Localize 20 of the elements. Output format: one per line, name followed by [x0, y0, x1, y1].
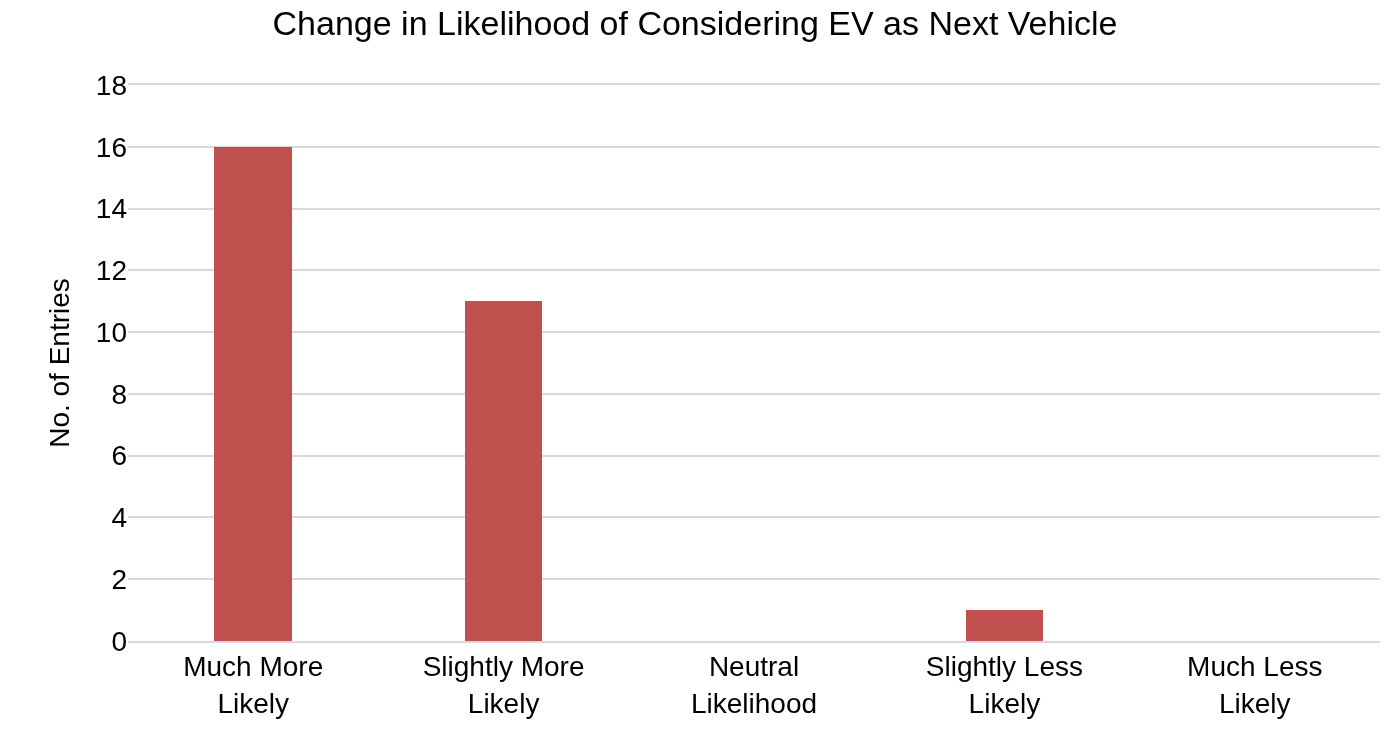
y-tick-label: 8	[111, 378, 127, 410]
x-tick-label: Much Less Likely	[1187, 651, 1323, 719]
y-tick-label: 14	[95, 193, 127, 225]
y-tick-label: 18	[95, 69, 127, 101]
y-tick-label: 10	[95, 316, 127, 348]
bar	[214, 147, 292, 641]
x-tick-label: Much More Likely	[183, 651, 324, 719]
x-tick-label: Slightly More Likely	[422, 651, 585, 719]
y-tick-label: 4	[111, 502, 127, 534]
y-tick-label: 16	[95, 131, 127, 163]
y-tick-label: 6	[111, 440, 127, 472]
y-tick-label: 12	[95, 255, 127, 287]
bar	[966, 610, 1043, 641]
x-tick-label: Slightly Less Likely	[925, 651, 1083, 719]
y-tick-label: 0	[111, 625, 127, 657]
y-tick-label: 2	[111, 564, 127, 596]
x-tick-label: Neutral Likelihood	[690, 651, 818, 719]
chart-title: Change in Likelihood of Considering EV as Next Vehicle	[272, 3, 1118, 42]
bar	[465, 301, 542, 641]
y-axis-title: No. of Entries	[43, 278, 75, 448]
